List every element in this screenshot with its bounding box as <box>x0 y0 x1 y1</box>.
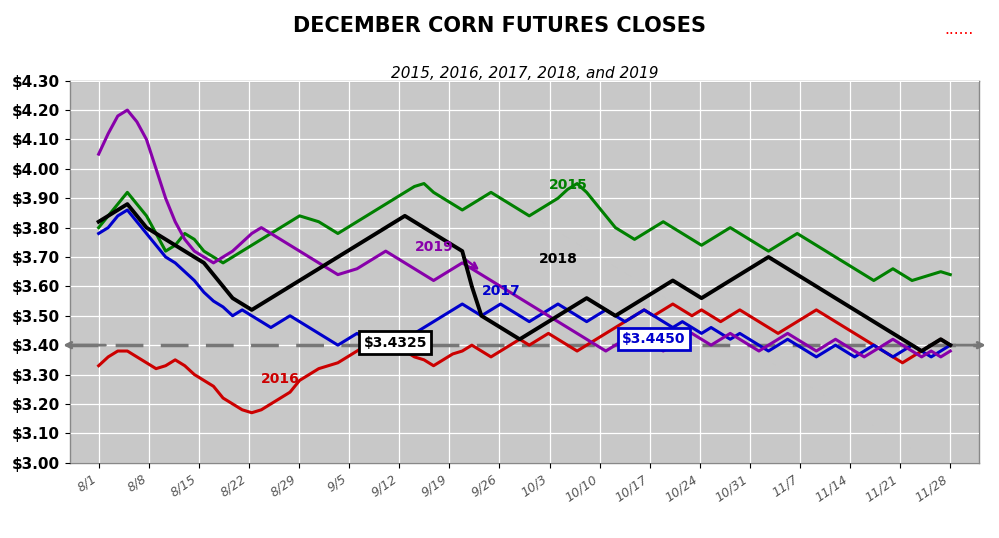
Text: 2016: 2016 <box>262 372 300 386</box>
Text: 2015: 2015 <box>548 179 587 193</box>
Title: 2015, 2016, 2017, 2018, and 2019: 2015, 2016, 2017, 2018, and 2019 <box>391 66 658 81</box>
Text: DECEMBER CORN FUTURES CLOSES: DECEMBER CORN FUTURES CLOSES <box>293 16 706 36</box>
Text: 2017: 2017 <box>482 284 520 298</box>
Text: ......: ...... <box>945 22 974 37</box>
Text: $3.4325: $3.4325 <box>364 336 427 350</box>
Text: $3.4450: $3.4450 <box>622 332 685 346</box>
Text: 2018: 2018 <box>538 252 577 266</box>
Text: 2019: 2019 <box>415 240 454 254</box>
